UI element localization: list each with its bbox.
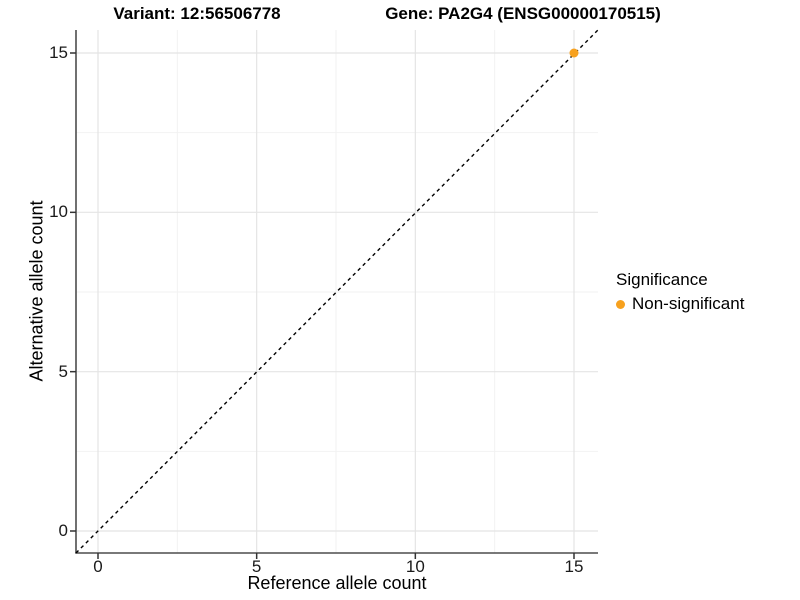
x-tick-label: 15 [564, 557, 584, 576]
x-tick-label: 5 [251, 557, 262, 576]
y-tick-label: 0 [58, 521, 68, 540]
y-tick-label: 10 [49, 202, 68, 222]
legend-item-label: Non-significant [632, 294, 745, 313]
y-tick-label: 15 [49, 43, 68, 62]
variant-title: Variant: 12:56506778 [113, 4, 281, 23]
data-point [569, 48, 579, 58]
x-tick-label: 10 [405, 557, 425, 576]
y-axis-title: Alternative allele count [26, 200, 47, 382]
plot-panel [70, 29, 599, 559]
legend-point-icon [616, 299, 625, 309]
x-tick-label: 0 [93, 557, 103, 576]
plot-canvas [70, 29, 599, 559]
legend-item: Non-significant [616, 294, 744, 314]
legend: Significance Non-significant [616, 270, 744, 314]
legend-title: Significance [616, 270, 708, 289]
y-tick-label: 5 [58, 361, 68, 381]
gene-title: Gene: PA2G4 (ENSG00000170515) [385, 4, 661, 23]
x-axis-title: Reference allele count [247, 573, 427, 593]
